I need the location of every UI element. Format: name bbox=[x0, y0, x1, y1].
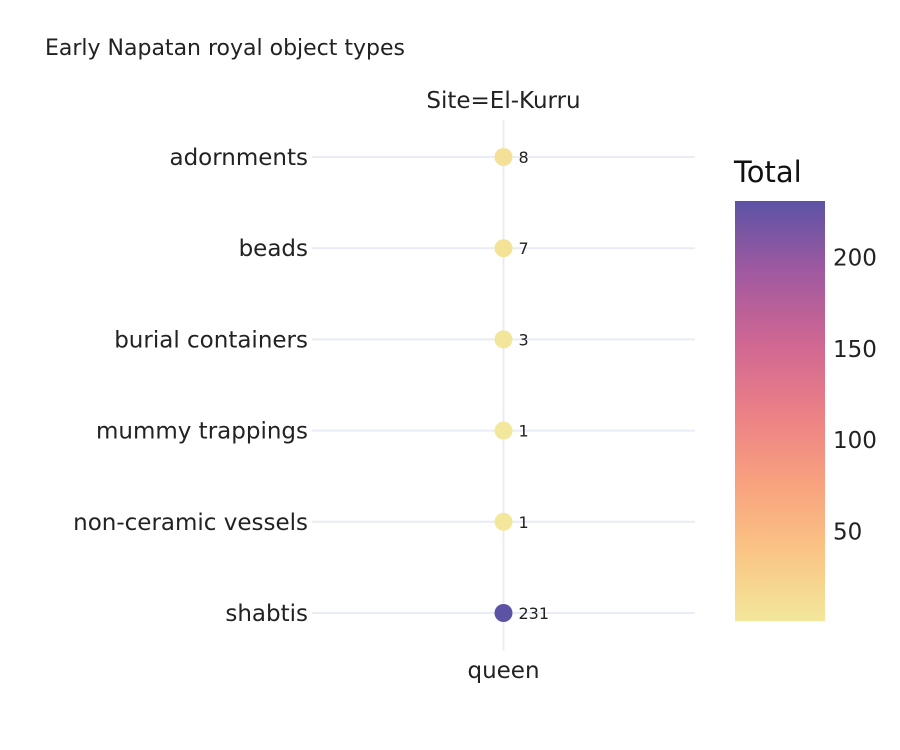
colorbar-tick-label: 100 bbox=[833, 428, 877, 454]
data-label: 8 bbox=[519, 148, 529, 167]
y-tick-label: shabtis bbox=[225, 601, 308, 627]
y-tick-label: adornments bbox=[169, 145, 308, 171]
plot-area: Site=El-Kurru adornments 8 beads 7 burial con… bbox=[73, 88, 695, 684]
colorbar-gradient bbox=[735, 201, 825, 621]
data-label: 3 bbox=[519, 330, 529, 349]
data-label: 1 bbox=[519, 422, 529, 441]
data-point bbox=[494, 512, 513, 531]
y-tick-label: burial containers bbox=[114, 327, 308, 353]
data-point bbox=[494, 330, 513, 349]
y-tick-label: non-ceramic vessels bbox=[73, 510, 308, 536]
data-point bbox=[494, 421, 513, 440]
colorbar: Total 50 100 150 200 bbox=[733, 155, 877, 621]
data-label: 1 bbox=[519, 513, 529, 532]
chart-title: Early Napatan royal object types bbox=[45, 36, 406, 61]
facet-label: Site=El-Kurru bbox=[426, 88, 580, 114]
colorbar-tick-label: 200 bbox=[833, 246, 877, 272]
data-point bbox=[494, 604, 513, 622]
y-tick-label: beads bbox=[239, 236, 308, 262]
x-tick-label: queen bbox=[467, 658, 539, 684]
data-label: 231 bbox=[519, 604, 550, 623]
colorbar-tick-label: 50 bbox=[833, 520, 862, 546]
colorbar-title: Total bbox=[733, 155, 802, 189]
data-point bbox=[494, 148, 513, 166]
data-point bbox=[494, 239, 513, 258]
colorbar-tick-label: 150 bbox=[833, 337, 877, 363]
y-tick-label: mummy trappings bbox=[96, 419, 308, 445]
data-label: 7 bbox=[519, 239, 529, 258]
